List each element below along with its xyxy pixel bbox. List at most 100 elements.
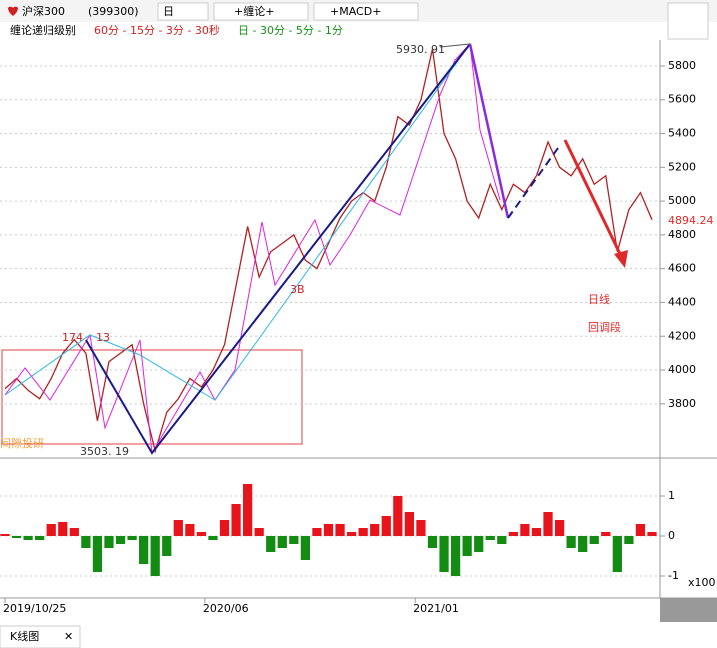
y-tick-label: 5600	[668, 93, 696, 106]
y-tick-label: 5800	[668, 59, 696, 72]
macd-bar	[69, 528, 79, 536]
macd-bar	[497, 536, 507, 544]
macd-bar	[196, 532, 207, 536]
indicator-dropdown[interactable]	[313, 2, 419, 21]
macd-bar	[335, 524, 345, 536]
macd-bar	[92, 536, 103, 572]
macd-bar	[46, 524, 56, 536]
levels-major: 日 - 30分 - 5分 - 1分	[238, 24, 343, 37]
macd-bar	[115, 536, 126, 544]
macd-bar	[370, 524, 380, 536]
macd-bar	[254, 528, 264, 536]
macd-bar	[219, 520, 230, 536]
low-label: 3503. 19	[80, 445, 129, 458]
macd-bar	[543, 512, 553, 536]
y-tick-label: 4200	[668, 329, 696, 342]
macd-bar	[162, 536, 172, 556]
macd-bar	[266, 536, 276, 552]
plot: 3800 4000 4200 4400 4600 4800 5000 5200 5400 5600…	[0, 48, 696, 615]
indicator-dropdown[interactable]	[213, 2, 309, 21]
segment-line	[4, 43, 471, 401]
macd-bar	[289, 536, 299, 544]
macd-unit: x100	[688, 576, 716, 589]
macd-bar	[35, 536, 45, 540]
tab-close[interactable]: ✕	[64, 630, 73, 643]
period-dropdown[interactable]	[157, 2, 209, 21]
fullscreen-button[interactable]	[667, 2, 709, 40]
y-tick-label: 4400	[668, 295, 696, 308]
macd-bar	[127, 536, 137, 540]
macd-bar	[58, 522, 68, 536]
period: 日	[163, 5, 174, 18]
macd-bar	[381, 516, 391, 536]
macd-bar	[404, 512, 414, 536]
watermark: 间隙投研	[0, 436, 44, 450]
indicator: +缠论+	[234, 4, 274, 18]
macd-bar	[462, 536, 472, 556]
trend-line	[507, 147, 559, 219]
last-price: 4894.24	[668, 214, 714, 227]
x-tick-label: 2019/10/25	[3, 602, 66, 615]
macd-bar	[81, 536, 91, 548]
high-label: 5930. 91	[396, 43, 445, 56]
x-tick-label: 2020/06	[203, 602, 249, 615]
tab[interactable]	[0, 625, 81, 648]
callout: 日线	[588, 292, 610, 306]
macd-bar	[173, 520, 183, 536]
macd-bar	[439, 536, 449, 572]
x-tick-label: 2021/01	[413, 602, 459, 615]
levels-minor: 60分 - 15分 - 3分 - 30秒	[94, 23, 220, 37]
macd-bar	[416, 520, 426, 536]
macd-bar	[474, 536, 484, 552]
y-tick-label: 3800	[668, 397, 696, 410]
leader	[439, 43, 471, 48]
macd-bar	[323, 524, 334, 536]
macd-bar	[520, 524, 530, 536]
macd-bar	[139, 536, 149, 564]
y-tick-label: 5200	[668, 160, 696, 173]
fav-icon[interactable]	[8, 6, 18, 16]
y-tick-label: 1	[668, 489, 675, 502]
y-tick-label: 0	[668, 529, 675, 542]
macd-bar	[647, 532, 657, 536]
macd-bar	[208, 536, 218, 540]
macd-bar	[185, 524, 195, 536]
macd-bar	[312, 528, 322, 536]
y-tick-label: 4600	[668, 262, 696, 275]
macd-bar	[104, 536, 114, 548]
arrow	[563, 139, 624, 259]
macd-bar	[485, 536, 495, 540]
indicator: +MACD+	[330, 5, 381, 18]
macd-bar	[635, 524, 646, 536]
arrow-head	[614, 250, 628, 268]
y-tick-label: 5000	[668, 194, 696, 207]
macd-bar	[300, 536, 311, 560]
macd-bar	[393, 496, 403, 536]
macd-bar	[277, 536, 287, 548]
y-tick-label: 5400	[668, 127, 696, 140]
macd-bar	[601, 532, 611, 536]
macd-bar	[450, 536, 461, 576]
macd-bar	[23, 536, 33, 540]
macd-bar	[508, 532, 518, 536]
trend-line	[85, 43, 471, 455]
y-tick-label: 4000	[668, 363, 696, 376]
macd-bar	[624, 536, 634, 544]
price-line	[4, 48, 653, 454]
symbol-code: (399300)	[88, 5, 139, 18]
buy-point: 3B	[290, 283, 305, 296]
y-tick-label: 4800	[668, 228, 696, 241]
symbol-name: 沪深300	[22, 4, 65, 18]
macd-bar	[11, 536, 22, 538]
trend-line	[468, 43, 510, 219]
macd-bar	[427, 536, 438, 548]
pivot-label: 174	[62, 331, 83, 344]
macd-bar	[566, 536, 576, 548]
tab-label: K线图	[10, 629, 39, 643]
macd-bar	[358, 528, 368, 536]
macd-bar	[231, 504, 241, 536]
macd-bar	[0, 534, 10, 536]
macd-bar	[612, 536, 622, 572]
macd-bar	[578, 536, 588, 552]
macd-bar	[589, 536, 599, 544]
